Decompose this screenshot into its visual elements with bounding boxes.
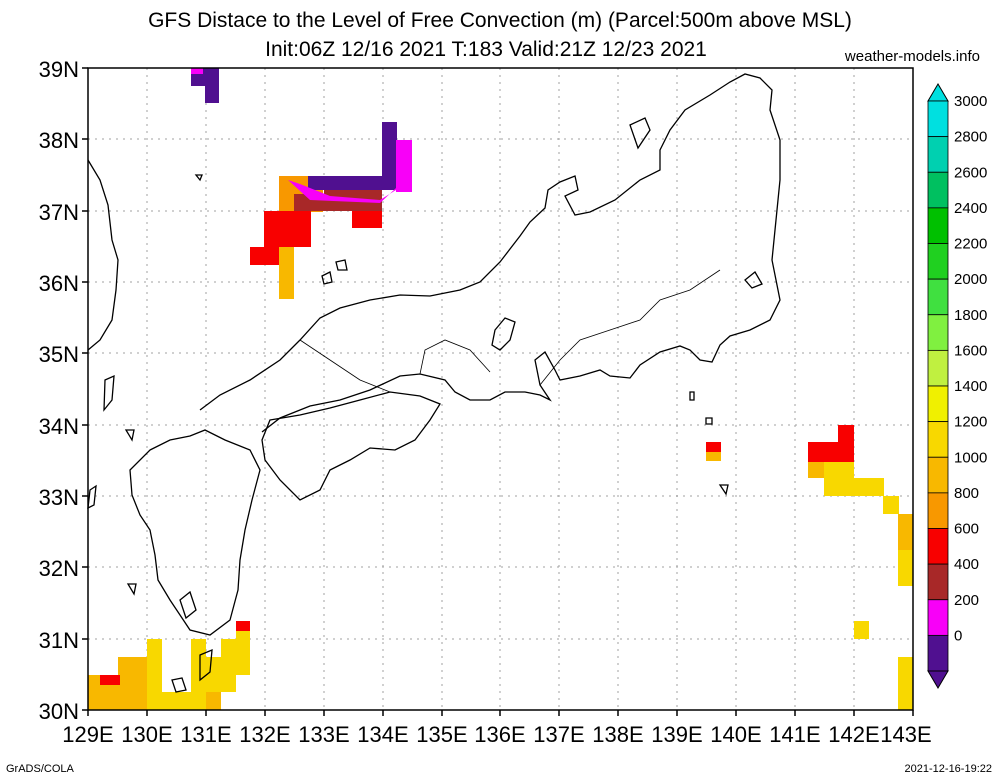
lat-label: 32N	[39, 556, 79, 581]
internal-boundaries	[299, 269, 721, 393]
lat-label: 30N	[39, 699, 79, 724]
colorbar-label: 1800	[954, 307, 987, 324]
lon-labels: 129E 130E 131E 132E 133E 134E 135E 136E …	[62, 722, 931, 747]
lon-label: 134E	[357, 722, 408, 747]
tick-marks	[82, 67, 914, 716]
lon-label: 132E	[239, 722, 290, 747]
lat-label: 33N	[39, 485, 79, 510]
lon-label: 143E	[880, 722, 931, 747]
lon-label: 137E	[533, 722, 584, 747]
lon-label: 139E	[651, 722, 702, 747]
colorbar-label: 400	[954, 556, 979, 573]
footer-timestamp: 2021-12-16-19:22	[904, 763, 992, 775]
lat-label: 36N	[39, 271, 79, 296]
colorbar-bin	[927, 421, 949, 458]
lat-label: 37N	[39, 200, 79, 225]
colorbar-bottom-arrow	[927, 670, 949, 689]
colorbar-bin	[927, 243, 949, 280]
lon-label: 131E	[180, 722, 231, 747]
colorbar-bin	[927, 492, 949, 529]
lat-label: 39N	[39, 57, 79, 82]
colorbar-bin	[927, 278, 949, 316]
colorbar-bin	[927, 634, 949, 672]
chart-subtitle: Init:06Z 12/16 2021 T:183 Valid:21Z 12/2…	[265, 38, 707, 61]
footer-credit: GrADS/COLA	[6, 763, 74, 775]
colorbar-label: 2800	[954, 129, 987, 146]
colorbar-top-arrow	[927, 83, 949, 102]
colorbar-bin	[927, 456, 949, 494]
lat-label: 35N	[39, 342, 79, 367]
colorbar-bin	[927, 207, 949, 244]
lon-label: 133E	[298, 722, 349, 747]
colorbar-bin	[927, 171, 949, 209]
colorbar-label: 2400	[954, 200, 987, 217]
colorbar-label: 1000	[954, 449, 987, 466]
lat-label: 34N	[39, 414, 79, 439]
colorbar-bin	[927, 563, 949, 601]
lon-label: 135E	[416, 722, 467, 747]
colorbar-label: 2000	[954, 271, 987, 288]
colorbar-label: 1400	[954, 378, 987, 395]
lon-label: 141E	[769, 722, 820, 747]
colorbar-bin	[927, 528, 949, 565]
lat-label: 31N	[39, 628, 79, 653]
colorbar-label: 800	[954, 485, 979, 502]
lat-label: 38N	[39, 128, 79, 153]
colorbar-bin	[927, 385, 949, 423]
lon-label: 142E	[828, 722, 879, 747]
colorbar-label: 1200	[954, 414, 987, 431]
colorbar-bin	[927, 100, 949, 138]
colorbar-bin	[927, 314, 949, 351]
map-frame-bg	[88, 68, 913, 710]
colorbar-bin	[927, 599, 949, 636]
colorbar: 3000280026002400220020001800160014001200…	[927, 83, 987, 689]
lon-label: 140E	[710, 722, 761, 747]
lon-label: 129E	[62, 722, 113, 747]
colorbar-bin	[927, 349, 949, 387]
lfc-shading	[88, 68, 913, 710]
site-credit: weather-models.info	[844, 48, 980, 65]
lon-label: 136E	[474, 722, 525, 747]
colorbar-label: 600	[954, 521, 979, 538]
gridlines	[88, 68, 913, 710]
lat-labels: 39N 38N 37N 36N 35N 34N 33N 32N 31N 30N	[39, 57, 79, 724]
colorbar-label: 2600	[954, 164, 987, 181]
lon-label: 138E	[592, 722, 643, 747]
lon-label: 130E	[121, 722, 172, 747]
colorbar-label: 200	[954, 592, 979, 609]
colorbar-label: 2200	[954, 236, 987, 253]
colorbar-label: 3000	[954, 93, 987, 110]
coastlines	[87, 73, 781, 693]
colorbar-label: 0	[954, 627, 962, 644]
colorbar-label: 1600	[954, 342, 987, 359]
chart-title: GFS Distace to the Level of Free Convect…	[148, 9, 852, 32]
colorbar-bin	[927, 136, 949, 173]
